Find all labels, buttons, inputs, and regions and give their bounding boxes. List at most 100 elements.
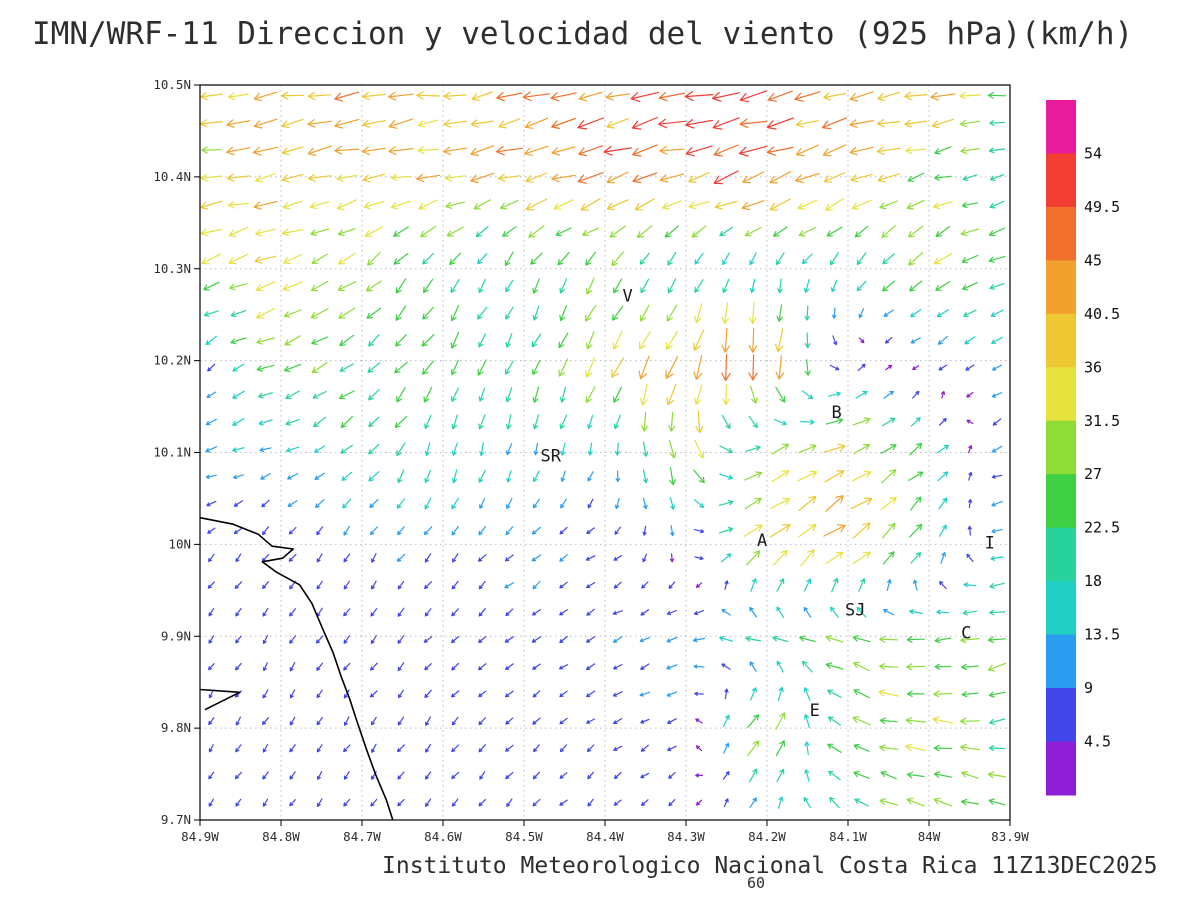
wind-arrow (587, 771, 594, 780)
wind-arrow (723, 742, 730, 754)
wind-arrow (343, 771, 350, 780)
wind-arrow (748, 327, 758, 353)
wind-arrow (912, 390, 920, 399)
wind-arrow (367, 251, 381, 266)
wind-arrow (316, 580, 323, 590)
wind-arrow (668, 439, 677, 459)
wind-arrow (906, 199, 925, 210)
wind-arrow (639, 383, 648, 406)
wind-arrow (495, 146, 523, 156)
wind-arrow (961, 282, 978, 291)
wind-arrow (883, 608, 895, 616)
wind-arrow (282, 200, 303, 210)
wind-arrow (477, 359, 487, 376)
wind-arrow (959, 119, 980, 128)
wind-arrow (668, 799, 676, 807)
wind-arrow (233, 500, 243, 507)
wind-arrow (937, 471, 949, 482)
wind-arrow (424, 553, 432, 563)
wind-arrow (478, 690, 487, 698)
wind-arrow (933, 690, 953, 698)
wind-arrow (960, 228, 980, 237)
wind-arrow (613, 278, 623, 294)
wind-arrow (343, 716, 350, 726)
wind-arrow (559, 717, 568, 725)
wind-arrow (749, 385, 758, 404)
wind-arrow (748, 415, 758, 429)
wind-arrow (424, 497, 432, 510)
wind-arrow (879, 200, 898, 210)
wind-arrow (262, 634, 269, 645)
wind-arrow (904, 119, 928, 128)
y-tick-label: 10N (168, 536, 191, 551)
wind-arrow (606, 199, 629, 211)
wind-arrow (234, 771, 242, 780)
wind-arrow (533, 470, 540, 483)
wind-arrow (478, 554, 487, 562)
x-tick-label: 84.4W (586, 829, 624, 844)
wind-arrow (857, 363, 866, 372)
wind-arrow (614, 771, 622, 779)
wind-arrow (991, 474, 1003, 479)
wind-arrow (390, 173, 412, 182)
wind-arrow (693, 355, 703, 380)
wind-arrow (451, 771, 460, 779)
wind-arrow (988, 798, 1006, 806)
wind-arrow (370, 662, 378, 671)
wind-arrow (262, 717, 269, 725)
wind-arrow (226, 173, 251, 182)
wind-arrow (531, 636, 542, 643)
wind-arrow (803, 687, 811, 701)
wind-arrow (361, 91, 386, 101)
wind-arrow (777, 278, 783, 294)
wind-arrow (559, 690, 568, 698)
wind-arrow (824, 470, 845, 483)
wind-arrow (613, 636, 623, 643)
wind-arrow (931, 118, 954, 129)
wind-arrow (695, 582, 703, 588)
wind-arrow (262, 662, 268, 672)
wind-arrow (965, 364, 975, 371)
wind-arrow (800, 549, 815, 567)
wind-arrow (423, 386, 433, 403)
wind-arrow (425, 716, 431, 726)
wind-arrow (281, 146, 304, 156)
wind-arrow (258, 419, 273, 426)
wind-arrow (850, 497, 873, 509)
x-tick-label: 84.6W (424, 829, 462, 844)
wind-arrow (823, 524, 846, 537)
wind-arrow (364, 226, 384, 237)
wind-arrow (559, 664, 569, 670)
wind-arrow (532, 278, 540, 294)
wind-arrow (694, 439, 705, 459)
wind-arrow (451, 608, 459, 617)
wind-arrow (933, 771, 952, 778)
wind-arrow (396, 498, 406, 509)
wind-arrow (289, 716, 296, 726)
wind-arrow (712, 91, 741, 102)
wind-arrow (478, 387, 486, 402)
wind-arrow (478, 469, 486, 483)
wind-arrow (530, 252, 543, 265)
wind-arrow (908, 225, 924, 238)
wind-arrow (208, 635, 215, 644)
wind-arrow (289, 608, 297, 617)
wind-arrow (397, 580, 405, 590)
wind-arrow (913, 579, 918, 591)
wind-arrow (289, 744, 296, 753)
wind-arrow (667, 745, 677, 752)
wind-arrow (505, 663, 514, 670)
wind-arrow (559, 386, 566, 403)
wind-arrow (285, 390, 300, 400)
wind-arrow (693, 329, 705, 351)
wind-arrow (695, 410, 704, 434)
wind-arrow (662, 200, 682, 210)
wind-arrow (987, 636, 1007, 644)
wind-arrow (559, 554, 568, 562)
wind-arrow (233, 527, 243, 534)
wind-arrow (613, 745, 623, 751)
wind-arrow (208, 689, 214, 699)
wind-arrow (418, 199, 438, 210)
wind-arrow (906, 771, 925, 779)
wind-arrow (719, 636, 734, 642)
